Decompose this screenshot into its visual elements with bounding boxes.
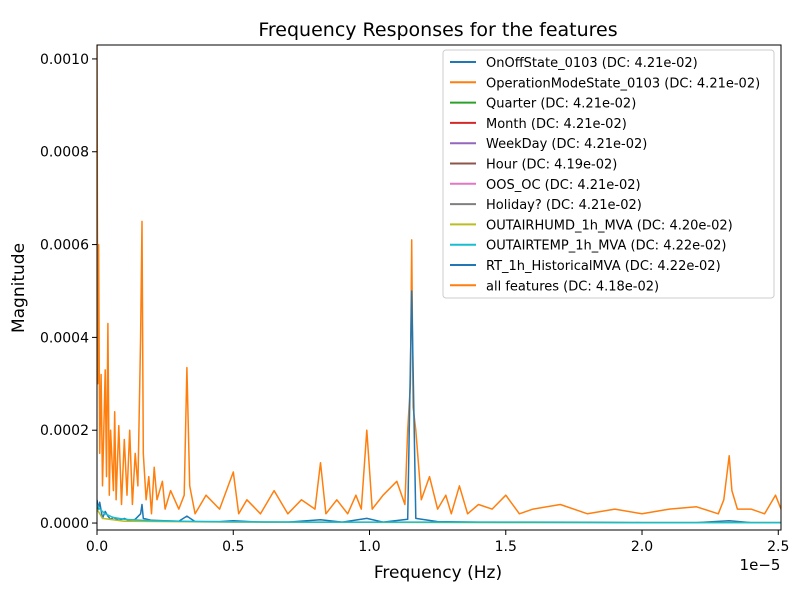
legend-entry: Holiday? (DC: 4.21e-02)	[486, 198, 642, 213]
legend-entry: RT_1h_HistoricalMVA (DC: 4.22e-02)	[486, 259, 721, 274]
series-line-0	[97, 290, 781, 524]
series-line-11	[97, 45, 781, 515]
y-tick-label: 0.0000	[40, 516, 89, 532]
series-line-9	[97, 504, 781, 524]
legend-entry: all features (DC: 4.18e-02)	[486, 279, 659, 294]
legend-entry: OperationModeState_0103 (DC: 4.21e-02)	[486, 76, 760, 91]
y-axis: 0.0000 0.0002 0.0004 0.0006 0.0008 0.0010	[40, 52, 97, 532]
x-axis-label: Frequency (Hz)	[374, 563, 502, 583]
legend-entry: Quarter (DC: 4.21e-02)	[486, 97, 636, 112]
legend-entry: OOS_OC (DC: 4.21e-02)	[486, 178, 641, 193]
chart-title: Frequency Responses for the features	[258, 19, 617, 41]
x-tick-label: 2.0	[631, 539, 653, 555]
x-tick-label: 1.0	[358, 539, 380, 555]
legend-entry: OUTAIRTEMP_1h_MVA (DC: 4.22e-02)	[486, 239, 726, 254]
y-axis-label: Magnitude	[9, 243, 29, 333]
y-tick-label: 0.0010	[40, 52, 89, 68]
legend-entry: Month (DC: 4.21e-02)	[486, 117, 627, 132]
y-tick-label: 0.0008	[40, 145, 89, 161]
legend-box	[442, 49, 775, 299]
x-axis-offset-label: 1e−5	[740, 556, 781, 574]
x-tick-label: 2.5	[767, 539, 789, 555]
x-tick-label: 1.5	[495, 539, 517, 555]
axes-frame	[96, 44, 782, 531]
plot-area	[97, 45, 781, 524]
legend-entry: OnOffState_0103 (DC: 4.21e-02)	[486, 56, 698, 71]
x-tick-label: 0.0	[86, 539, 108, 555]
y-tick-label: 0.0006	[40, 238, 89, 254]
legend-entry: OUTAIRHUMD_1h_MVA (DC: 4.20e-02)	[486, 218, 733, 233]
x-axis: 0.0 0.5 1.0 1.5 2.0 2.5	[86, 530, 789, 555]
y-tick-label: 0.0004	[40, 330, 89, 346]
legend: OnOffState_0103 (DC: 4.21e-02) OperationM…	[442, 49, 775, 299]
x-tick-label: 0.5	[222, 539, 244, 555]
legend-entry: Hour (DC: 4.19e-02)	[486, 158, 617, 173]
legend-entry: WeekDay (DC: 4.21e-02)	[486, 137, 647, 152]
y-tick-label: 0.0002	[40, 423, 89, 439]
series-line-8	[97, 508, 781, 524]
